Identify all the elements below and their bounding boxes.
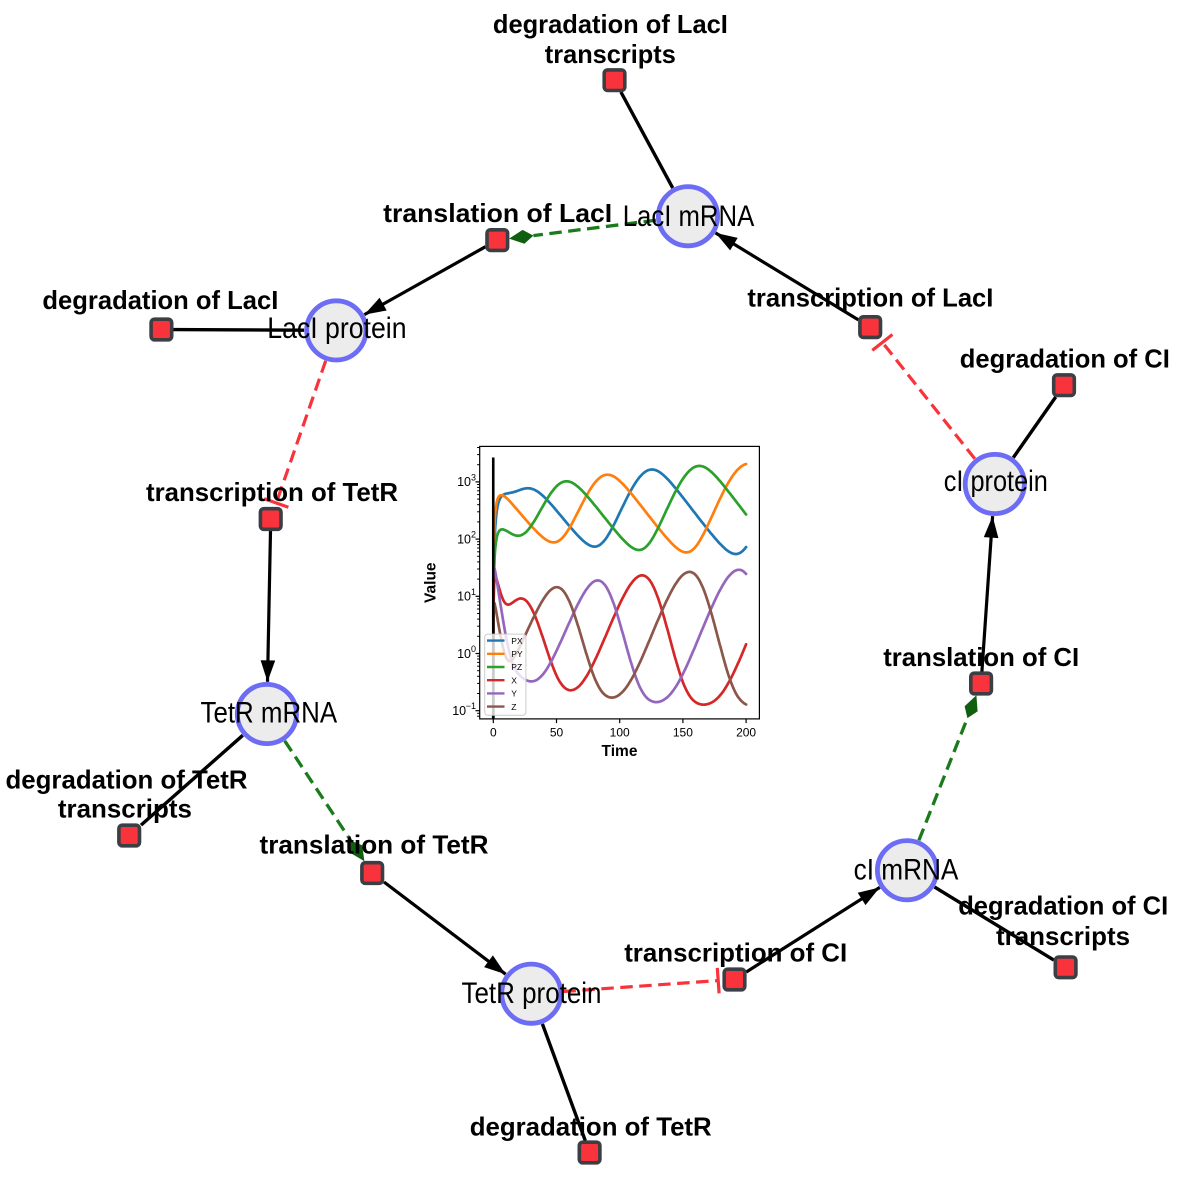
svg-text:translation of TetR: translation of TetR: [260, 830, 489, 860]
svg-text:cI protein: cI protein: [944, 465, 1048, 498]
svg-text:0: 0: [471, 644, 476, 654]
svg-text:translation of LacI: translation of LacI: [383, 198, 612, 228]
svg-text:PZ: PZ: [511, 662, 522, 672]
svg-text:Time: Time: [602, 743, 638, 760]
svg-text:10: 10: [457, 475, 471, 489]
svg-text:−1: −1: [466, 701, 476, 711]
svg-text:transcripts: transcripts: [996, 921, 1130, 951]
svg-text:TetR protein: TetR protein: [462, 977, 602, 1010]
svg-text:1: 1: [471, 587, 476, 597]
svg-text:Y: Y: [511, 689, 517, 699]
svg-text:transcription of LacI: transcription of LacI: [747, 282, 993, 312]
svg-text:degradation of LacI: degradation of LacI: [493, 9, 728, 39]
svg-text:3: 3: [471, 472, 476, 482]
svg-text:LacI mRNA: LacI mRNA: [623, 200, 755, 233]
svg-text:10: 10: [457, 532, 471, 546]
svg-text:0: 0: [490, 726, 497, 740]
svg-text:LacI protein: LacI protein: [267, 312, 406, 345]
svg-text:transcripts: transcripts: [58, 794, 192, 824]
svg-text:degradation of TetR: degradation of TetR: [470, 1112, 712, 1142]
svg-text:cI mRNA: cI mRNA: [854, 853, 959, 886]
svg-text:PX: PX: [511, 636, 523, 646]
svg-text:X: X: [511, 675, 517, 685]
svg-text:TetR mRNA: TetR mRNA: [201, 697, 338, 730]
svg-text:10: 10: [457, 590, 471, 604]
svg-text:transcripts: transcripts: [545, 39, 676, 69]
svg-text:Value: Value: [423, 562, 440, 603]
svg-text:transcription of TetR: transcription of TetR: [146, 477, 398, 507]
svg-text:degradation of TetR: degradation of TetR: [6, 765, 248, 795]
svg-text:200: 200: [736, 726, 756, 740]
svg-text:10: 10: [452, 704, 466, 718]
svg-text:150: 150: [673, 726, 693, 740]
svg-text:Z: Z: [511, 702, 516, 712]
svg-text:degradation of CI: degradation of CI: [960, 344, 1170, 374]
svg-text:PY: PY: [511, 649, 523, 659]
svg-text:2: 2: [471, 530, 476, 540]
svg-text:50: 50: [550, 726, 564, 740]
svg-text:translation of CI: translation of CI: [883, 642, 1079, 672]
svg-text:100: 100: [610, 726, 630, 740]
svg-text:10: 10: [457, 647, 471, 661]
svg-text:degradation of LacI: degradation of LacI: [42, 285, 278, 315]
svg-text:degradation of CI: degradation of CI: [958, 890, 1168, 920]
svg-text:transcription of CI: transcription of CI: [624, 938, 847, 968]
